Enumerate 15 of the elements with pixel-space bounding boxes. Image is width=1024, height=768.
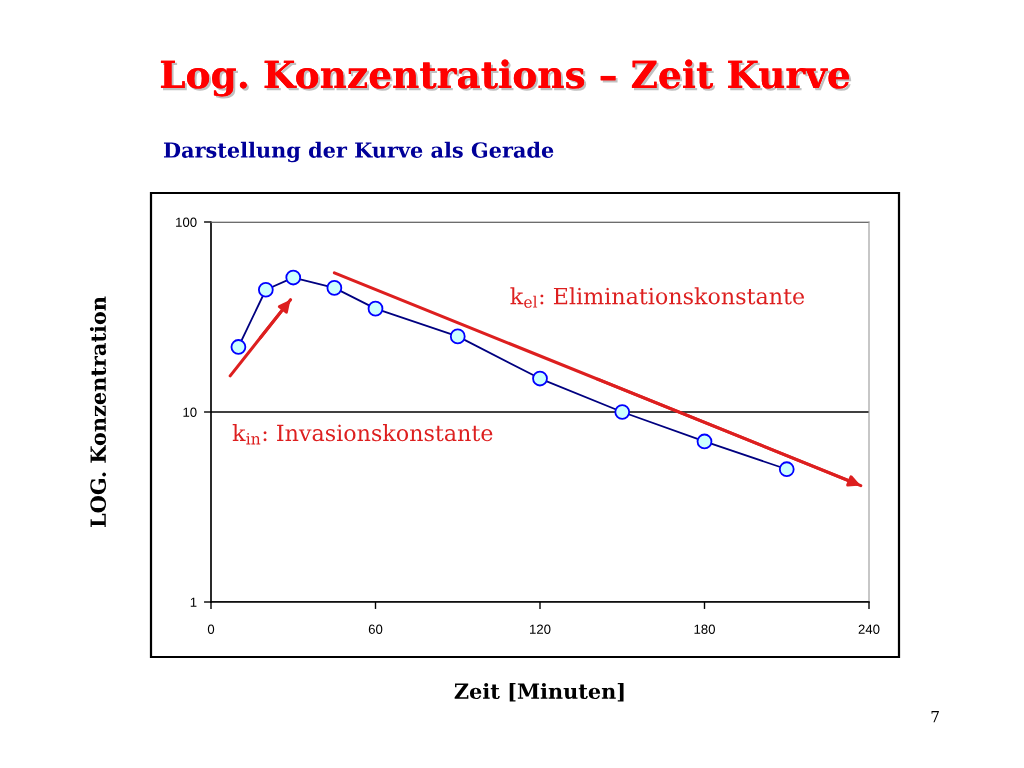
y-tick-label: 1 xyxy=(190,597,197,607)
x-tick-label: 120 xyxy=(530,624,551,634)
chart-title: Log. Konzentrations – Zeit Kurve xyxy=(160,59,852,99)
y-tick-label: 10 xyxy=(183,407,197,417)
y-axis-title: LOG. Konzentration xyxy=(89,296,107,527)
chart-subtitle: Darstellung der Kurve als Gerade xyxy=(163,141,554,163)
y-tick-label: 100 xyxy=(176,217,197,227)
text: k$_{in}$: Invasionskonstante xyxy=(232,424,493,445)
text: 7 xyxy=(931,711,939,723)
x-tick-label: 0 xyxy=(207,624,215,634)
series-label: k$_{el}$: Eliminationskonstante xyxy=(510,287,805,308)
x-tick-label: 60 xyxy=(368,624,383,634)
x-axis-title: Zeit [Minuten] xyxy=(454,682,624,702)
x-tick-label: 180 xyxy=(694,624,715,634)
x-tick-label: 240 xyxy=(858,624,880,634)
